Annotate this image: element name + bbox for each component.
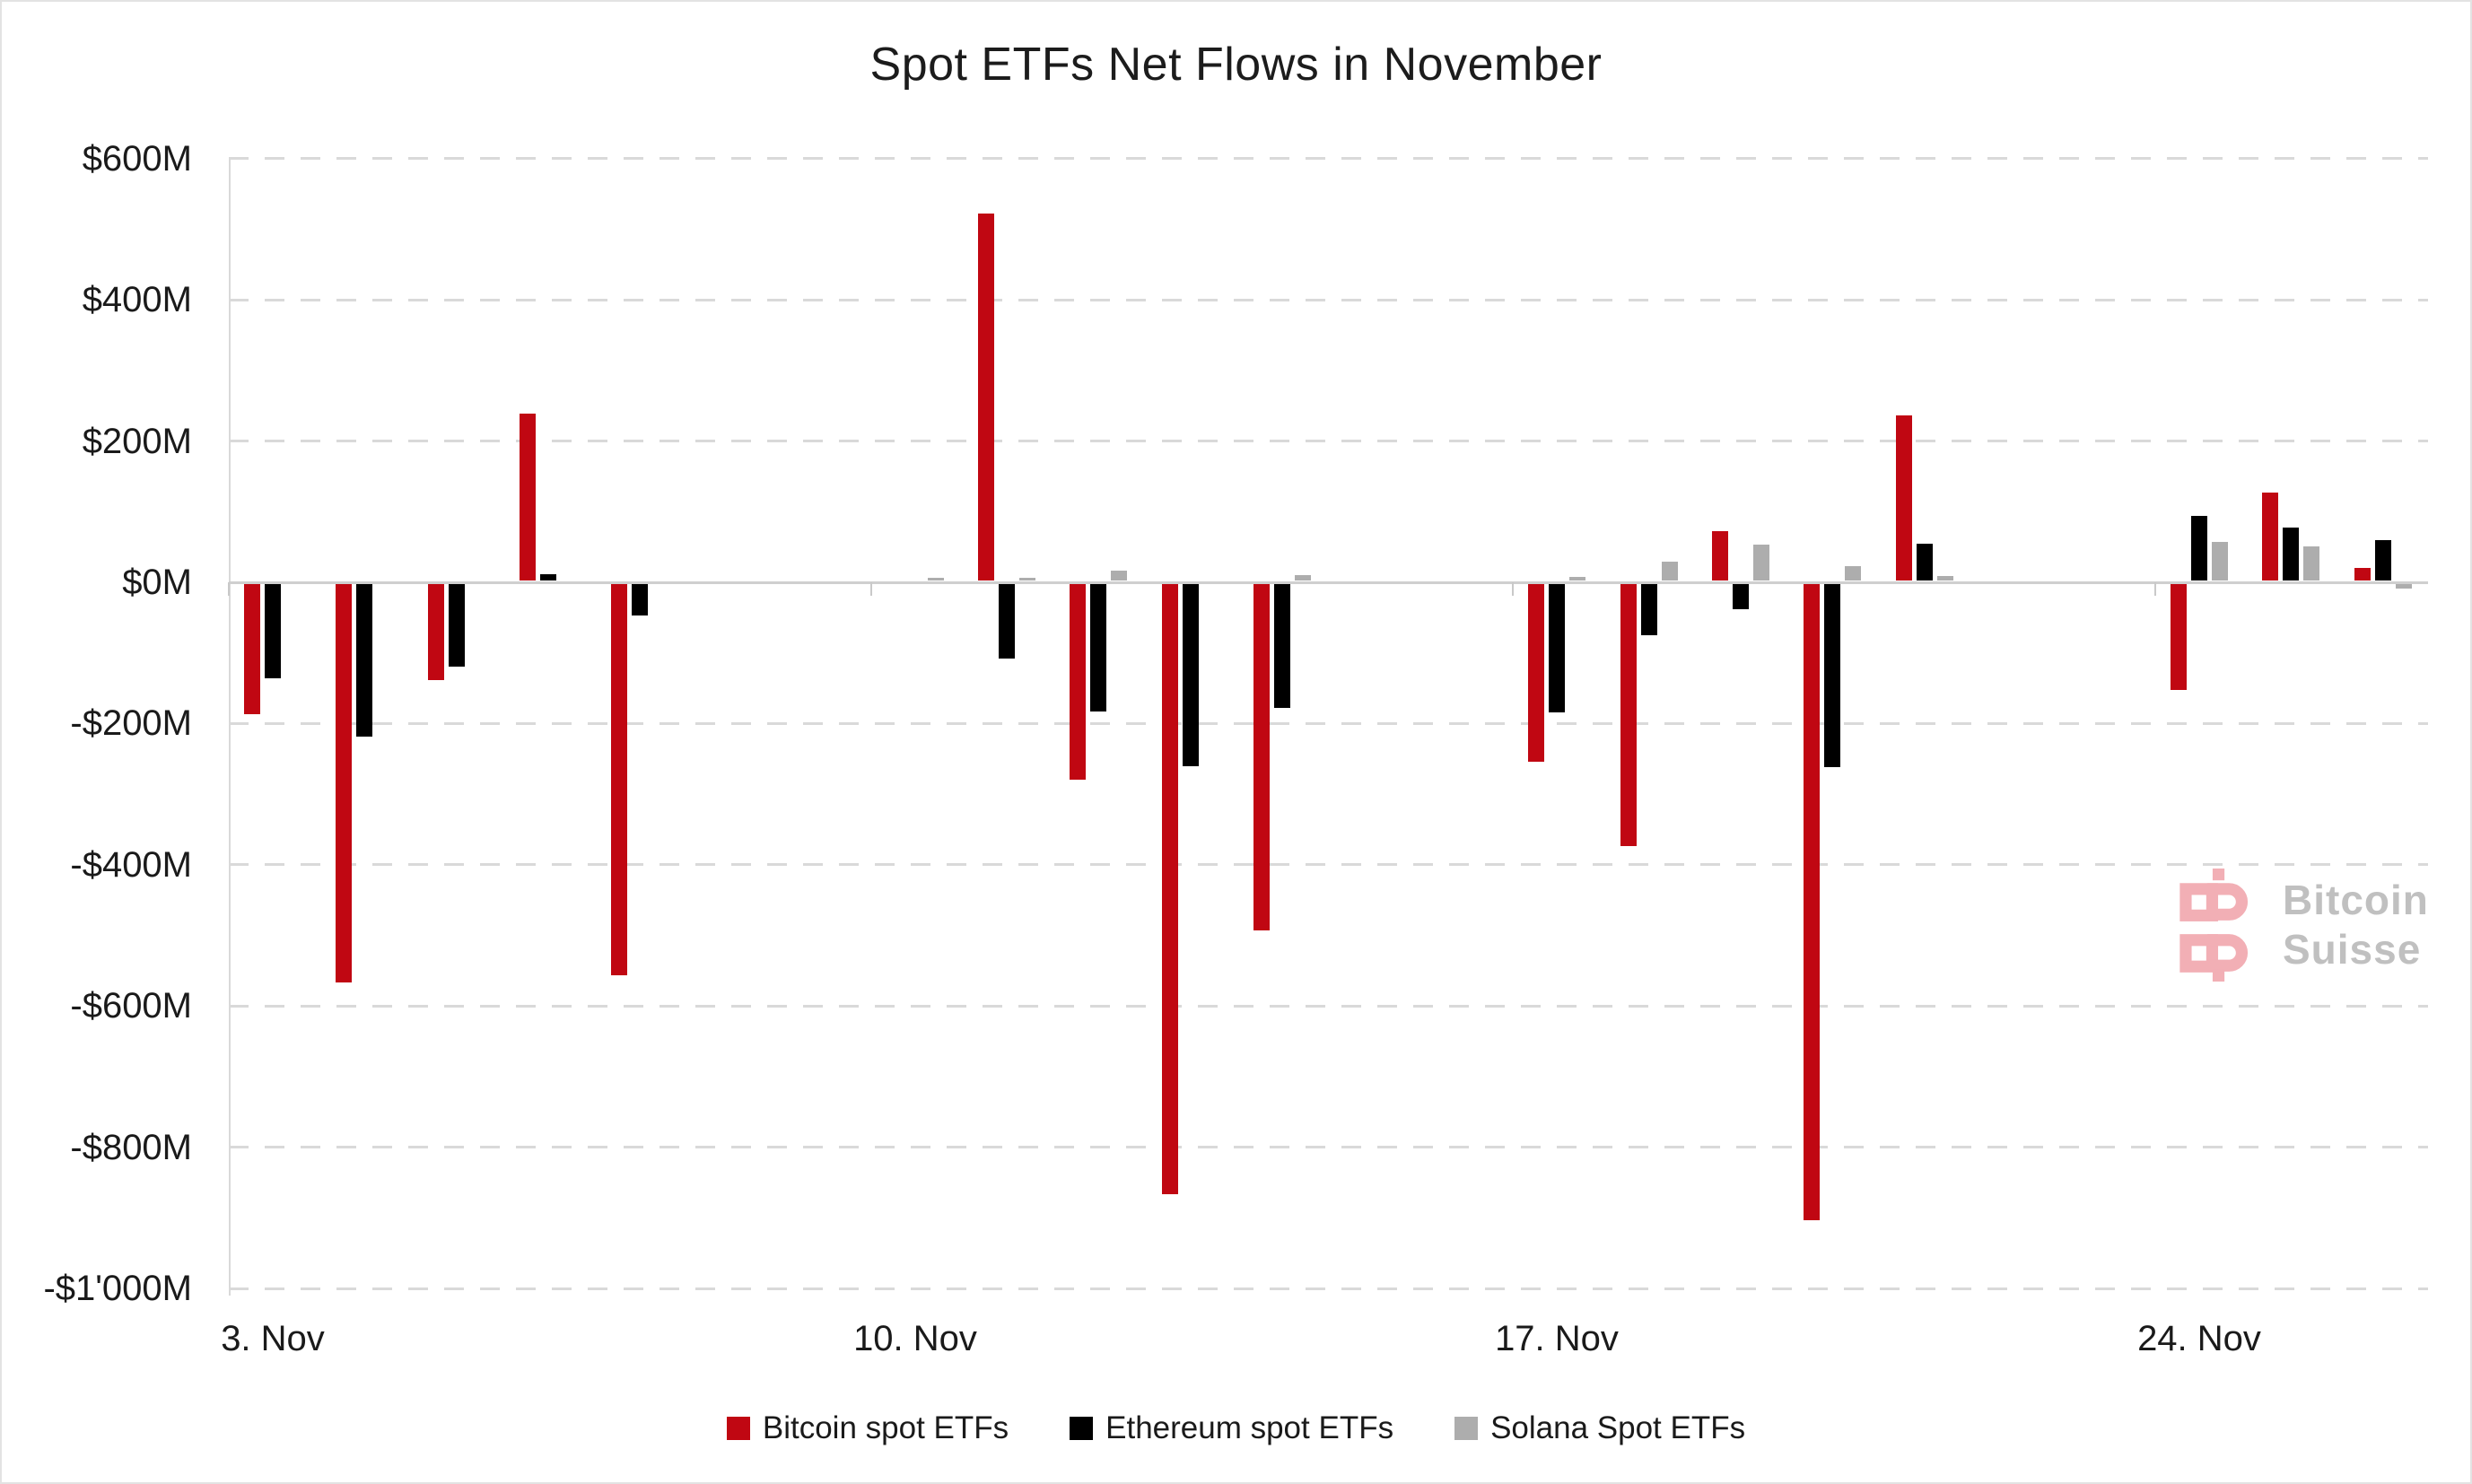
chart-title: Spot ETFs Net Flows in November: [869, 39, 1603, 91]
bar-ethereum-7-nov: [632, 583, 649, 615]
bar-ethereum-24-nov: [2191, 515, 2207, 581]
ethereum-swatch-icon: [1070, 1417, 1094, 1440]
x-axis-tick: [1512, 582, 1514, 596]
bar-ethereum-20-nov: [1824, 583, 1841, 768]
bar-ethereum-21-nov: [1916, 544, 1933, 581]
y-axis-tick-label: -$600M: [70, 986, 192, 1026]
bar-bitcoin-5-nov: [427, 583, 444, 681]
bar-solana-20-nov: [1845, 565, 1862, 581]
bar-ethereum-26-nov: [2374, 539, 2391, 581]
bar-ethereum-19-nov: [1733, 583, 1749, 609]
y-axis-tick-label: $200M: [82, 421, 192, 461]
x-axis-tick: [2154, 582, 2156, 596]
bar-bitcoin-14-nov: [1253, 583, 1270, 931]
bar-ethereum-17-nov: [1549, 583, 1566, 712]
bar-bitcoin-6-nov: [519, 413, 536, 581]
bar-ethereum-6-nov: [539, 574, 556, 581]
bar-solana-21-nov: [1936, 575, 1953, 581]
bar-ethereum-4-nov: [356, 583, 373, 737]
bitcoin-swatch-icon: [726, 1417, 750, 1440]
bar-solana-26-nov: [2395, 583, 2412, 589]
gridline: [229, 1287, 2428, 1290]
legend-item-bitcoin: Bitcoin spot ETFs: [726, 1410, 1009, 1446]
bar-ethereum-13-nov: [1182, 583, 1199, 766]
bar-bitcoin-20-nov: [1804, 583, 1821, 1220]
bar-bitcoin-7-nov: [611, 583, 628, 976]
bar-bitcoin-21-nov: [1895, 415, 1912, 581]
bar-bitcoin-18-nov: [1620, 583, 1637, 846]
gridline: [229, 440, 2428, 443]
bar-solana-10-nov: [927, 578, 944, 581]
bar-solana-12-nov: [1111, 571, 1128, 581]
bar-solana-17-nov: [1569, 577, 1586, 581]
legend-label-bitcoin: Bitcoin spot ETFs: [762, 1410, 1009, 1445]
y-axis-tick-label: -$800M: [70, 1127, 192, 1167]
legend-label-solana: Solana Spot ETFs: [1490, 1410, 1746, 1445]
bar-ethereum-18-nov: [1640, 583, 1657, 636]
gridline: [229, 157, 2428, 161]
bar-bitcoin-26-nov: [2354, 568, 2371, 581]
y-axis-tick-label: $600M: [82, 138, 192, 179]
gridline: [229, 298, 2428, 301]
bar-ethereum-3-nov: [265, 583, 281, 679]
bar-bitcoin-11-nov: [978, 214, 994, 581]
y-axis-line: [229, 158, 231, 1296]
bar-solana-24-nov: [2212, 542, 2228, 581]
watermark-line1: Bitcoin: [2283, 877, 2429, 923]
x-axis-tick-label: 3. Nov: [221, 1319, 325, 1358]
y-axis-tick-label: $400M: [82, 280, 192, 320]
bar-bitcoin-3-nov: [244, 583, 260, 715]
bar-ethereum-12-nov: [1090, 583, 1107, 712]
bar-ethereum-25-nov: [2283, 528, 2300, 581]
bar-solana-25-nov: [2303, 546, 2320, 581]
bar-solana-19-nov: [1753, 545, 1769, 581]
bar-solana-18-nov: [1661, 562, 1678, 581]
bar-ethereum-5-nov: [448, 583, 465, 667]
watermark: Bitcoin Suisse: [2170, 869, 2429, 982]
solana-swatch-icon: [1454, 1417, 1479, 1440]
bar-ethereum-11-nov: [999, 583, 1015, 659]
x-axis-tick: [228, 582, 230, 596]
gridline: [229, 1146, 2428, 1149]
bar-bitcoin-25-nov: [2262, 493, 2279, 581]
y-axis-tick-label: -$1'000M: [43, 1269, 192, 1309]
bar-bitcoin-19-nov: [1712, 531, 1728, 581]
legend-item-ethereum: Ethereum spot ETFs: [1070, 1410, 1393, 1446]
watermark-line2: Suisse: [2283, 926, 2422, 973]
x-axis-tick-label: 10. Nov: [853, 1319, 977, 1358]
bitcoin-suisse-logo-icon: [2179, 869, 2248, 982]
gridline: [229, 721, 2428, 725]
y-axis-tick-label: $0M: [122, 563, 192, 602]
bar-bitcoin-4-nov: [336, 583, 353, 982]
zero-axis-line: [229, 581, 2428, 584]
gridline: [229, 1004, 2428, 1008]
y-axis-tick-label: -$400M: [70, 844, 192, 885]
legend-item-solana: Solana Spot ETFs: [1454, 1410, 1745, 1446]
bar-solana-14-nov: [1294, 575, 1311, 581]
gridline: [229, 863, 2428, 867]
bar-bitcoin-12-nov: [1070, 583, 1087, 780]
y-axis-tick-label: -$200M: [70, 703, 192, 744]
bar-bitcoin-17-nov: [1528, 583, 1545, 762]
legend-label-ethereum: Ethereum spot ETFs: [1105, 1410, 1394, 1445]
x-axis-tick-label: 17. Nov: [1495, 1319, 1619, 1358]
x-axis-tick: [870, 582, 872, 596]
bar-bitcoin-24-nov: [2171, 583, 2187, 690]
bar-ethereum-14-nov: [1273, 583, 1290, 709]
bar-solana-11-nov: [1019, 578, 1035, 581]
legend: Bitcoin spot ETFs Ethereum spot ETFs Sol…: [2, 1410, 2470, 1446]
x-axis-tick-label: 24. Nov: [2137, 1319, 2261, 1358]
bar-bitcoin-13-nov: [1161, 583, 1178, 1194]
